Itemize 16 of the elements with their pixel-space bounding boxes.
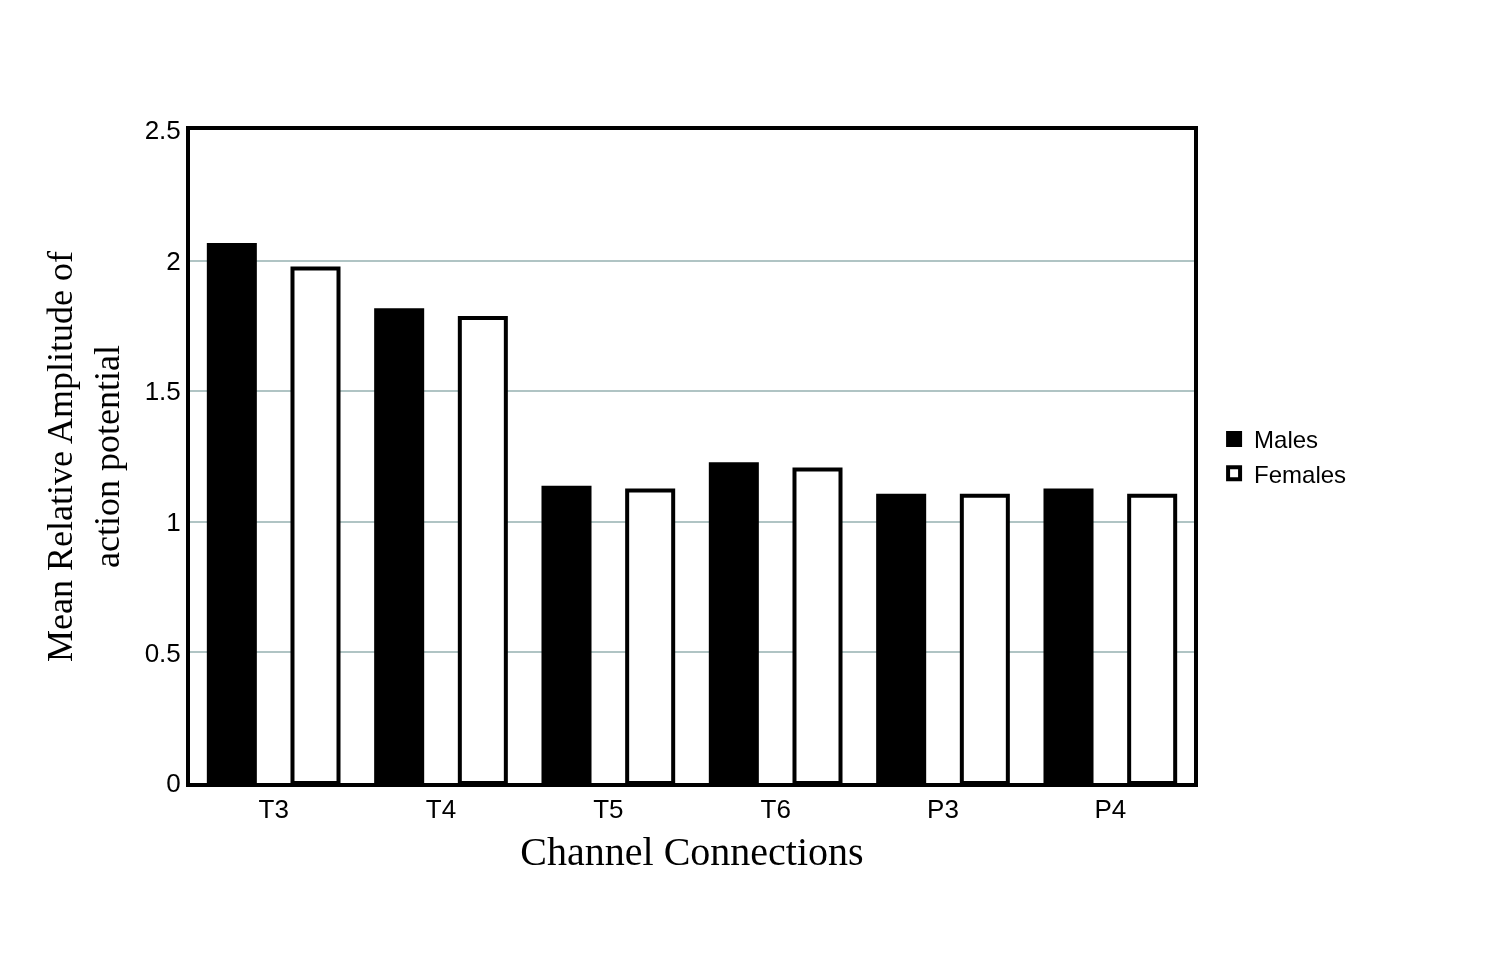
y-tick-label: 2 [166,245,181,276]
y-tick-label: 0.5 [144,637,181,668]
y-tick-label: 0 [166,768,181,799]
x-tick-label: P4 [1094,794,1127,825]
y-tick-label: 2.5 [144,115,181,146]
x-tick-label: T3 [258,794,289,825]
legend-label: Males [1254,426,1319,454]
x-axis-title: Channel Connections [520,829,864,875]
y-axis-title: Mean Relative Amplitude of action potential [40,251,128,662]
legend-label: Females [1254,460,1347,488]
x-tick-label: P3 [927,794,959,825]
y-tick-label: 1.5 [144,376,181,407]
x-tick-label: T5 [593,794,624,825]
x-tick-label: T4 [425,794,457,825]
y-tick-label: 1 [166,506,181,537]
x-tick-label: T6 [760,794,791,825]
